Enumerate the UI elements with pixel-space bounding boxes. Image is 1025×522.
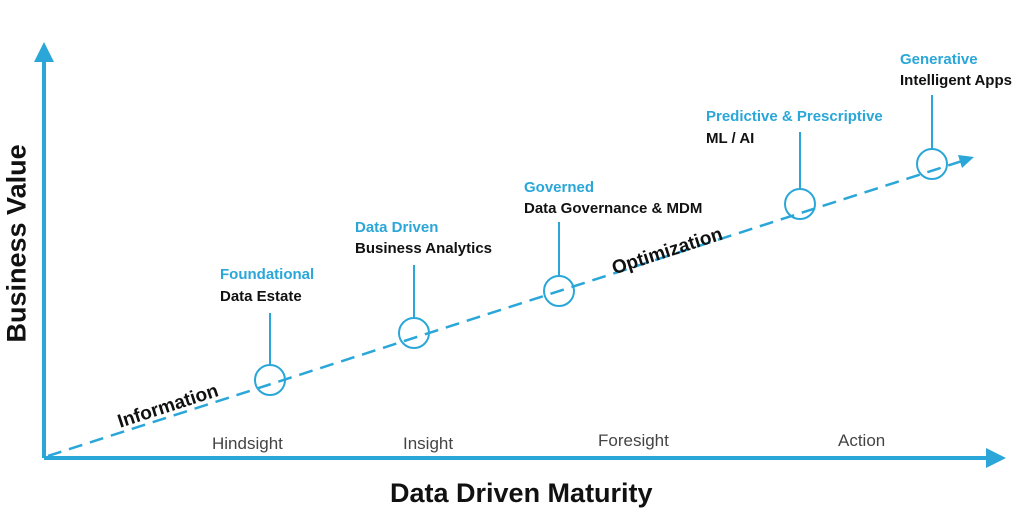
trend-line: [47, 159, 963, 458]
phase-insight: Insight: [403, 434, 454, 453]
x-axis-arrowhead: [986, 448, 1006, 468]
stage-marker-governed: [543, 275, 575, 307]
stage-title-foundational: Foundational: [220, 266, 315, 283]
stage-title-data-driven: Data Driven: [355, 219, 439, 236]
stage-subtitle-governed: Data Governance & MDM: [524, 200, 703, 217]
phase-action: Action: [838, 431, 886, 450]
y-axis-arrowhead: [34, 42, 54, 62]
stage-title-governed: Governed: [524, 179, 595, 196]
stage-title-predictive: Predictive & Prescriptive: [706, 108, 883, 125]
stage-subtitle-generative: Intelligent Apps: [900, 72, 1012, 89]
stage-subtitle-data-driven: Business Analytics: [355, 240, 492, 257]
stage-subtitle-foundational: Data Estate: [220, 288, 302, 305]
stage-marker-generative: [916, 148, 948, 180]
stage-title-generative: Generative: [900, 51, 978, 68]
trend-arrowhead: [958, 155, 974, 168]
stage-subtitle-predictive: ML / AI: [706, 130, 755, 147]
stage-marker-predictive: [784, 188, 816, 220]
phase-foresight: Foresight: [598, 431, 669, 450]
y-axis-label: Business Value: [1, 144, 32, 343]
stage-marker-data-driven: [398, 317, 430, 349]
stage-marker-foundational: [254, 364, 286, 396]
x-axis-label: Data Driven Maturity: [390, 478, 653, 508]
phase-hindsight: Hindsight: [212, 434, 283, 453]
